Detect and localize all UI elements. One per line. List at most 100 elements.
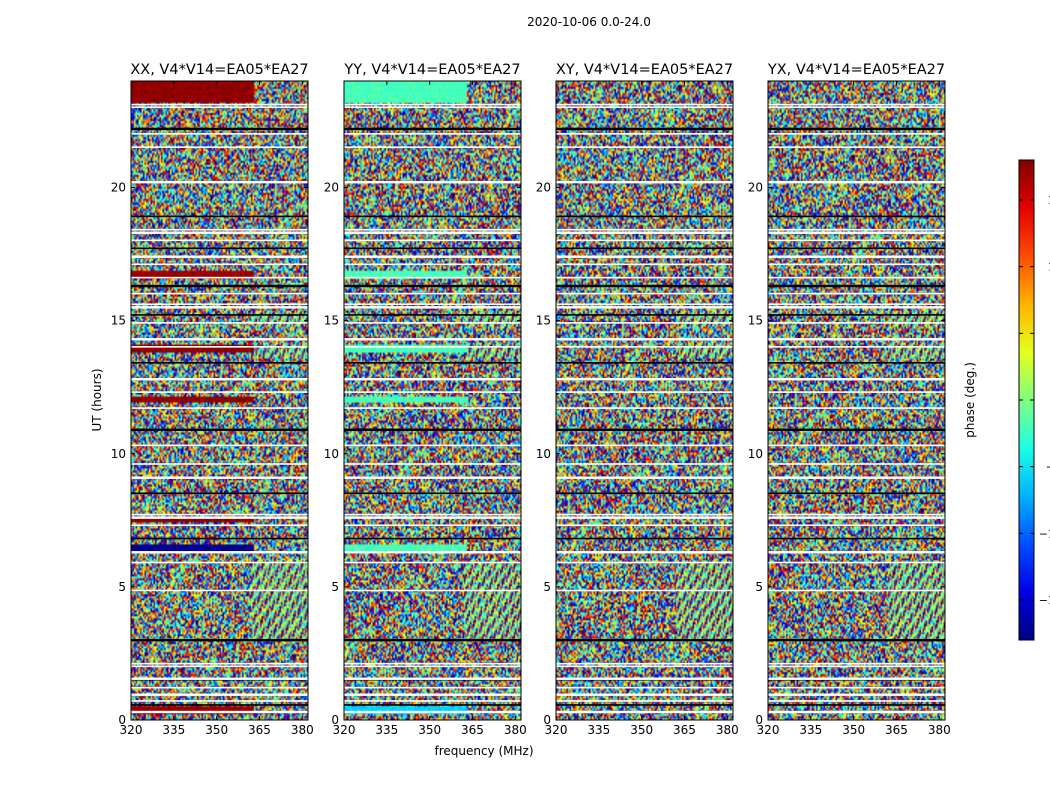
flagged-row: [556, 428, 733, 431]
flagged-row: [131, 407, 308, 409]
y-tick-label: 0: [118, 713, 126, 727]
panel-xx: XX, V4*V14=EA05*EA27 320 335 350 365 380 0 5 10 1…: [111, 62, 314, 737]
flagged-row: [344, 710, 521, 714]
flagged-row: [768, 106, 945, 109]
flagged-row: [556, 146, 733, 148]
x-tick-label: 335: [799, 723, 822, 737]
flagged-row: [344, 516, 521, 519]
flagged-row: [131, 362, 308, 364]
flagged-row: [131, 276, 308, 279]
flagged-row: [556, 292, 733, 295]
y-axis-label: UT (hours): [90, 368, 104, 431]
flagged-row: [768, 284, 945, 288]
panel-yy: YY, V4*V14=EA05*EA27 320 335 350 365 380 0 5 10 1…: [324, 62, 527, 737]
x-tick-label: 365: [248, 723, 271, 737]
flagged-row: [556, 444, 733, 447]
flagged-row: [131, 516, 308, 519]
flagged-row: [131, 662, 308, 665]
flagged-row: [768, 524, 945, 527]
x-tick-label: 320: [757, 723, 780, 737]
flagged-row: [344, 638, 521, 642]
y-tick-label: 5: [118, 580, 126, 594]
figure-title: 2020-10-06 0.0-24.0: [527, 15, 651, 29]
flagged-row: [768, 263, 945, 266]
phase-waterfall-yy: [344, 81, 521, 720]
flagged-row: [556, 662, 733, 665]
panel-frame: [767, 80, 946, 721]
flagged-row: [344, 476, 521, 479]
flagged-row: [344, 407, 521, 409]
flagged-row: [768, 537, 945, 540]
flagged-row: [556, 686, 733, 689]
flagged-row: [768, 686, 945, 689]
flagged-row: [768, 513, 945, 516]
panel-title: XX, V4*V14=EA05*EA27: [130, 62, 308, 78]
y-tick-label: 20: [111, 181, 126, 195]
flagged-row: [556, 476, 733, 479]
flagged-row: [768, 476, 945, 479]
flagged-row: [556, 516, 733, 519]
y-tick-label: 10: [111, 447, 126, 461]
flagged-row: [344, 284, 521, 288]
y-tick-label: 15: [748, 314, 763, 328]
phase-waterfall-xy: [556, 81, 733, 720]
x-tick-label: 320: [545, 723, 568, 737]
flagged-row: [131, 263, 308, 266]
flagged-row: [556, 303, 733, 306]
panels-group: XX, V4*V14=EA05*EA27 320 335 350 365 380 0 5 10 1…: [111, 62, 951, 737]
flagged-row: [131, 589, 308, 592]
flagged-row: [344, 292, 521, 295]
flagged-row: [344, 428, 521, 431]
flagged-row: [768, 292, 945, 295]
flagged-row: [768, 303, 945, 306]
flagged-row: [768, 255, 945, 258]
x-tick-label: 380: [291, 723, 314, 737]
colorbar-label: phase (deg.): [963, 362, 977, 438]
x-tick-label: 380: [504, 723, 527, 737]
flagged-row: [556, 247, 733, 250]
x-tick-label: 350: [842, 723, 865, 737]
x-tick-label: 335: [587, 723, 610, 737]
flagged-row: [131, 704, 308, 706]
y-tick-label: 15: [111, 314, 126, 328]
y-tick-label: 10: [324, 447, 339, 461]
flagged-row: [556, 228, 733, 231]
flagged-row: [344, 231, 521, 234]
flagged-row: [131, 551, 308, 554]
flagged-row: [768, 378, 945, 381]
flagged-row: [131, 476, 308, 479]
flagged-row: [344, 662, 521, 665]
flagged-row: [344, 239, 521, 242]
flagged-row: [131, 180, 308, 184]
flagged-row: [556, 638, 733, 642]
flagged-row: [344, 524, 521, 527]
flagged-row: [768, 346, 945, 348]
flagged-row: [131, 103, 308, 106]
flagged-row: [131, 239, 308, 242]
flagged-row: [556, 537, 733, 540]
flagged-row: [344, 492, 521, 495]
flagged-row: [768, 322, 945, 324]
flagged-row: [344, 276, 521, 279]
y-tick-label: 15: [324, 314, 339, 328]
y-tick-label: 0: [331, 713, 339, 727]
panel-frame: [130, 80, 309, 721]
flagged-row: [131, 665, 308, 668]
flagged-row: [131, 322, 308, 324]
flagged-row: [344, 228, 521, 231]
flagged-row: [344, 463, 521, 465]
flagged-row: [131, 215, 308, 218]
panel-frame: [343, 80, 522, 721]
y-tick-label: 15: [536, 314, 551, 328]
flagged-row: [344, 686, 521, 689]
flagged-row: [768, 127, 945, 131]
flagged-row: [768, 710, 945, 714]
x-tick-label: 365: [461, 723, 484, 737]
flagged-row: [131, 444, 308, 447]
flagged-row: [131, 524, 308, 527]
flagged-row: [131, 284, 308, 288]
flagged-row: [556, 215, 733, 218]
flagged-row: [556, 710, 733, 714]
flagged-row: [131, 146, 308, 148]
flagged-row: [344, 338, 521, 341]
